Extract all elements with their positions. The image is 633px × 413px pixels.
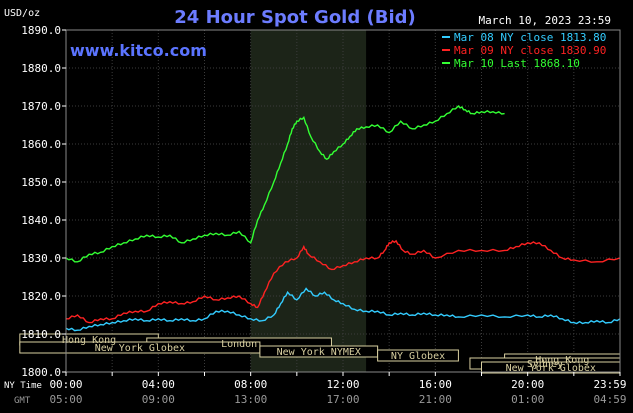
chart-title: 24 Hour Spot Gold (Bid) xyxy=(174,7,415,28)
x-tick-label-gmt: 04:59 xyxy=(593,393,626,406)
x-tick-label-ny: 20:00 xyxy=(511,378,544,391)
y-tick-label: 1880.0 xyxy=(21,62,61,75)
unit-label: USD/oz xyxy=(4,8,40,19)
x-tick-label-ny: 00:00 xyxy=(49,378,82,391)
series-line xyxy=(66,239,621,324)
session-label: Hong Kong xyxy=(535,355,589,366)
y-tick-label: 1830.0 xyxy=(21,252,61,265)
x-tick-label-gmt: 13:00 xyxy=(234,393,267,406)
session-label: NY Globex xyxy=(391,351,445,362)
x-tick-label-ny: 16:00 xyxy=(419,378,452,391)
x-tick-label-gmt: 09:00 xyxy=(142,393,175,406)
x-tick-label-ny: 23:59 xyxy=(593,378,626,391)
x-tick-label-ny: 08:00 xyxy=(234,378,267,391)
series-line xyxy=(65,287,621,332)
legend-label: Mar 10 Last 1868.10 xyxy=(454,57,580,70)
plot-area: Hong Kong London New York Globex New York N… xyxy=(19,30,621,374)
series-line xyxy=(65,104,505,263)
session-label: New York NYMEX xyxy=(277,347,361,358)
legend-label: Mar 08 NY close 1813.80 xyxy=(454,31,606,44)
x-tick-label-ny: 04:00 xyxy=(142,378,175,391)
nymex-highlight xyxy=(250,30,367,372)
session-box xyxy=(377,349,459,362)
y-tick-label: 1820.0 xyxy=(21,290,61,303)
gmt-row-label: GMT xyxy=(14,396,31,406)
y-tick-label: 1840.0 xyxy=(21,214,61,227)
x-tick-label-gmt: 05:00 xyxy=(49,393,82,406)
ny-time-row-label: NY Time xyxy=(4,381,42,391)
legend-label: Mar 09 NY close 1830.90 xyxy=(454,44,606,57)
session-label: Hong Kong xyxy=(62,335,116,346)
y-tick-label: 1870.0 xyxy=(21,100,61,113)
x-tick-label-gmt: 17:00 xyxy=(326,393,359,406)
datestamp: March 10, 2023 23:59 xyxy=(479,14,611,27)
session-label: New York Globex xyxy=(506,363,596,374)
session-label: London xyxy=(221,339,257,350)
watermark: www.kitco.com xyxy=(70,41,207,60)
y-tick-label: 1890.0 xyxy=(21,24,61,37)
x-tick-label-gmt: 21:00 xyxy=(419,393,452,406)
x-tick-label-ny: 12:00 xyxy=(326,378,359,391)
x-tick-label-gmt: 01:00 xyxy=(511,393,544,406)
y-tick-label: 1850.0 xyxy=(21,176,61,189)
axes: 1890.0 1880.0 1870.0 1860.0 1850.0 1840.0 1830… xyxy=(4,24,627,406)
y-tick-label: 1800.0 xyxy=(21,366,61,379)
session-label: Sydney xyxy=(527,359,563,370)
session-label: New York Globex xyxy=(95,343,185,354)
y-tick-label: 1860.0 xyxy=(21,138,61,151)
y-tick-label: 1810.0 xyxy=(21,328,61,341)
